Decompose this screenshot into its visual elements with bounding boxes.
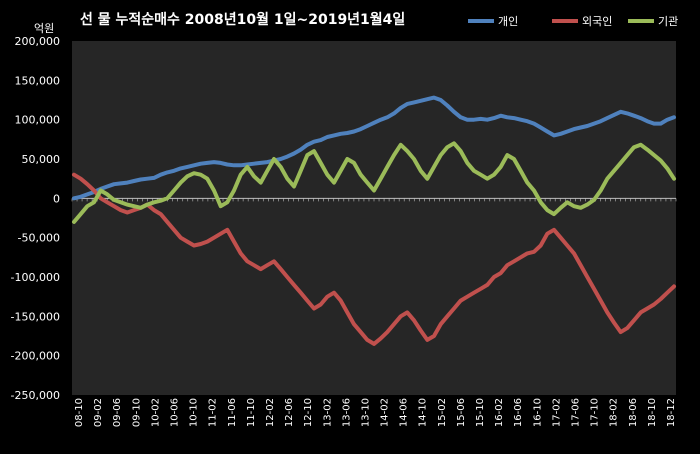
x-tick-label: 15-10 [475, 398, 486, 427]
legend: 개인 외국인 기관 [468, 15, 678, 28]
y-tick-label: 150,000 [15, 74, 61, 87]
x-tick-label: 18-02 [609, 398, 620, 427]
x-tick-label: 15-02 [437, 398, 448, 427]
x-tick-label: 13-02 [322, 398, 333, 427]
y-tick-label: -150,000 [11, 310, 60, 323]
x-tick-label: 18-10 [647, 398, 658, 427]
x-tick-label: 16-06 [513, 398, 524, 427]
x-tick-label: 14-06 [399, 398, 410, 427]
legend-entry-1: 개인 [498, 15, 518, 28]
series-line-1 [72, 95, 676, 201]
x-tick-label: 10-10 [189, 398, 200, 427]
y-tick-label: -100,000 [11, 271, 60, 284]
x-tick-label: 10-02 [150, 398, 161, 427]
y-tick-label: 50,000 [22, 153, 61, 166]
x-tick-label: 12-06 [284, 398, 295, 427]
x-tick-label: 12-02 [265, 398, 276, 427]
x-tick-label: 09-10 [131, 398, 142, 427]
x-tick-label: 09-06 [112, 398, 123, 427]
x-tick-label: 14-02 [380, 398, 391, 427]
x-tick-label: 11-02 [208, 398, 219, 427]
y-unit-label: 억원 [34, 22, 54, 35]
y-tick-label: -250,000 [11, 389, 60, 402]
x-tick-label: 17-02 [551, 398, 562, 427]
x-tick-label: 17-06 [571, 398, 582, 427]
x-tick-label: 16-10 [532, 398, 543, 427]
series-line-2 [72, 172, 676, 346]
x-tick-label: 18-06 [628, 398, 639, 427]
x-tick-label: 10-06 [169, 398, 180, 427]
x-tick-label: 13-06 [341, 398, 352, 427]
x-tick-label: 11-10 [246, 398, 257, 427]
x-tick-label: 17-10 [590, 398, 601, 427]
x-tick-label: 16-02 [494, 398, 505, 427]
plot-area [72, 41, 676, 395]
series-line-3 [72, 141, 676, 224]
series-layer [72, 95, 676, 346]
x-tick-label: 08-10 [74, 398, 85, 427]
x-tick-label: 09-02 [93, 398, 104, 427]
y-tick-label: 200,000 [15, 35, 61, 48]
x-tick-label: 13-10 [360, 398, 371, 427]
legend-entry-2: 외국인 [582, 15, 612, 28]
legend-entry-3: 기관 [658, 15, 678, 28]
y-tick-label: 100,000 [15, 114, 61, 127]
x-axis: 08-10 09-02 09-06 09-10 10-02 10-06 10-10 11-02… [71, 197, 677, 427]
x-tick-label: 15-06 [456, 398, 467, 427]
chart-title: 선 물 누적순매수 2008년10월 1일~2019년1월4일 [80, 11, 405, 28]
y-axis: 200,000 150,000 100,000 50,000 0 -50,000 -100,… [11, 35, 60, 402]
y-tick-label: -200,000 [11, 350, 60, 363]
x-tick-label: 11-06 [227, 398, 238, 427]
x-tick-label: 12-10 [303, 398, 314, 427]
x-tick-label: 14-10 [418, 398, 429, 427]
y-tick-label: -50,000 [18, 232, 60, 245]
y-tick-label: 0 [53, 192, 60, 205]
x-tick-label: 18-12 [666, 398, 677, 427]
